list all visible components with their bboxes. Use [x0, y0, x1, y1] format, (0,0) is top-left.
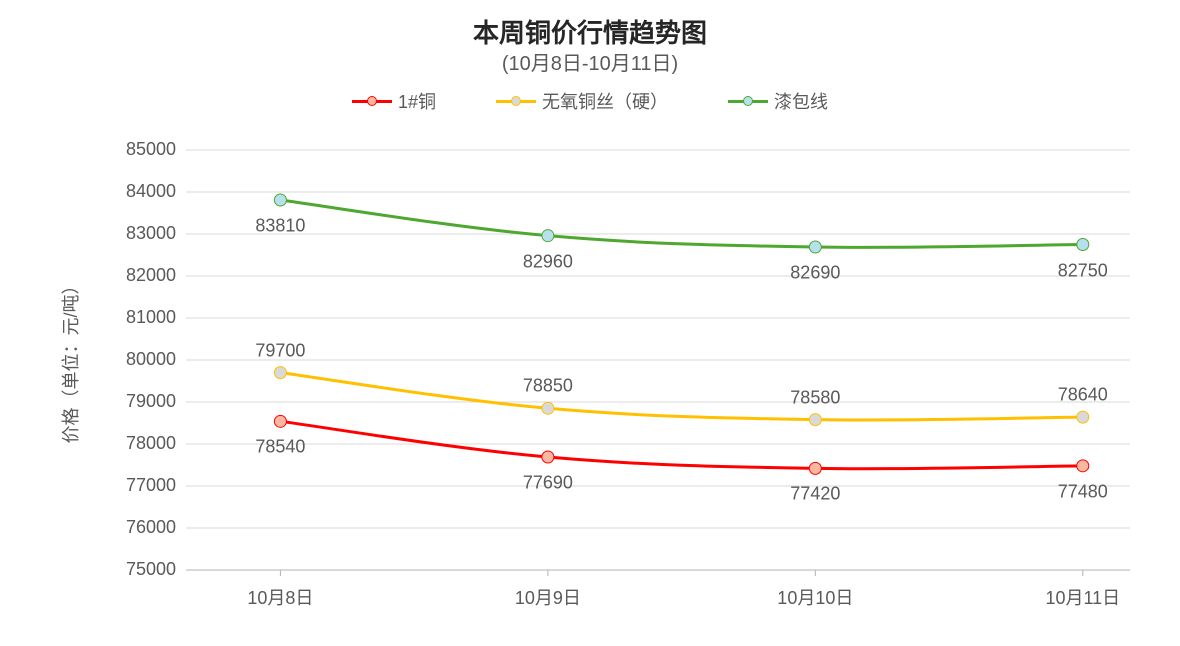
series-marker [1077, 460, 1089, 472]
y-tick-label: 82000 [126, 265, 176, 286]
series-marker [274, 415, 286, 427]
data-label: 82960 [523, 251, 573, 272]
x-tick-label: 10月10日 [777, 584, 853, 610]
data-label: 82690 [790, 263, 840, 284]
y-tick-label: 78000 [126, 433, 176, 454]
data-label: 79700 [255, 340, 305, 361]
x-tick-label: 10月8日 [247, 584, 313, 610]
y-tick-label: 81000 [126, 307, 176, 328]
y-tick-label: 77000 [126, 475, 176, 496]
series-marker [542, 230, 554, 242]
series-line [280, 200, 1082, 247]
data-label: 78580 [790, 387, 840, 408]
series-marker [274, 367, 286, 379]
y-tick-label: 80000 [126, 349, 176, 370]
series-marker [1077, 239, 1089, 251]
series-line [280, 421, 1082, 468]
series-marker [809, 462, 821, 474]
data-label: 77420 [790, 484, 840, 505]
data-label: 83810 [255, 215, 305, 236]
chart-plot-area [0, 0, 1180, 646]
data-label: 77480 [1058, 481, 1108, 502]
series-marker [542, 402, 554, 414]
y-tick-label: 84000 [126, 181, 176, 202]
data-label: 78850 [523, 376, 573, 397]
y-tick-label: 79000 [126, 391, 176, 412]
series-marker [542, 451, 554, 463]
x-tick-label: 10月9日 [515, 584, 581, 610]
y-tick-label: 75000 [126, 559, 176, 580]
y-tick-label: 83000 [126, 223, 176, 244]
series-marker [1077, 411, 1089, 423]
copper-price-chart: 本周铜价行情趋势图 (10月8日-10月11日) 1#铜无氧铜丝（硬）漆包线 价… [0, 0, 1180, 646]
series-line [280, 373, 1082, 420]
data-label: 78540 [255, 437, 305, 458]
data-label: 77690 [523, 473, 573, 494]
data-label: 82750 [1058, 260, 1108, 281]
y-tick-label: 85000 [126, 139, 176, 160]
x-tick-label: 10月11日 [1045, 584, 1120, 610]
series-marker [274, 194, 286, 206]
y-tick-label: 76000 [126, 517, 176, 538]
series-marker [809, 414, 821, 426]
series-marker [809, 241, 821, 253]
data-label: 78640 [1058, 385, 1108, 406]
